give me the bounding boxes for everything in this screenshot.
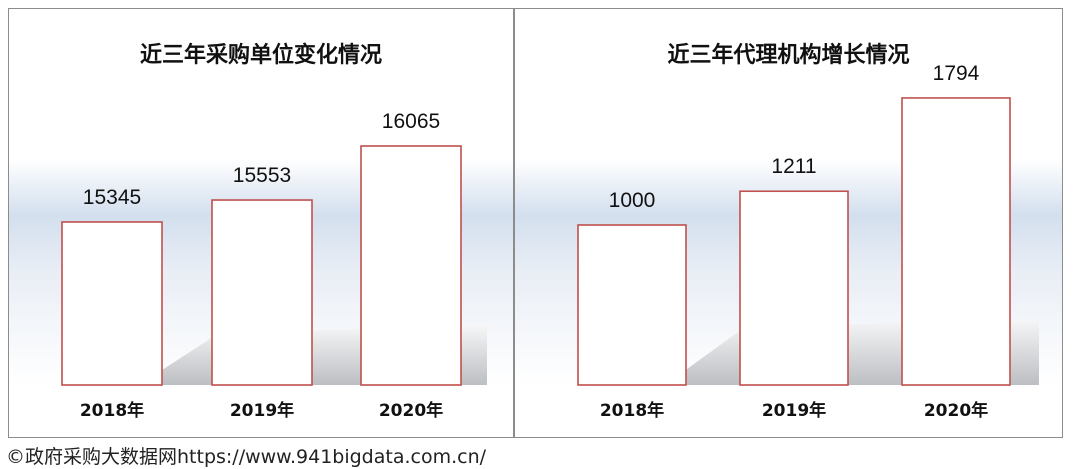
chart-panel-agencies: 近三年代理机构增长情况 1000 2018年 1211 2019年 1794 2020年 — [514, 8, 1063, 438]
bar-2019年 — [211, 199, 313, 386]
data-label: 15553 — [233, 164, 291, 187]
bar-2018年 — [577, 224, 687, 386]
chart-title: 近三年采购单位变化情况 — [139, 43, 382, 68]
data-label: 16065 — [382, 110, 440, 133]
x-tick-label: 2018年 — [80, 400, 144, 421]
bar-2019年 — [739, 190, 849, 386]
data-label: 15345 — [83, 186, 141, 209]
x-tick-label: 2020年 — [379, 400, 443, 421]
x-tick-label: 2019年 — [762, 400, 826, 421]
chart-title: 近三年代理机构增长情况 — [667, 43, 910, 68]
data-label: 1211 — [771, 155, 816, 178]
bar-2018年 — [61, 221, 163, 386]
bar-2020年 — [360, 145, 462, 386]
x-tick-label: 2019年 — [230, 400, 294, 421]
chart-plot-procurement-units: 15345 2018年 15553 2019年 16065 2020年 — [9, 110, 513, 421]
x-tick-label: 2018年 — [600, 400, 664, 421]
bar-2020年 — [901, 97, 1011, 386]
data-label: 1000 — [609, 189, 656, 212]
chart-plot-agencies: 1000 2018年 1211 2019年 1794 2020年 — [515, 62, 1062, 421]
data-label: 1794 — [933, 62, 980, 85]
x-tick-label: 2020年 — [924, 400, 988, 421]
source-watermark: ©政府采购大数据网https://www.941bigdata.com.cn/ — [6, 446, 487, 468]
chart-panel-procurement-units: 近三年采购单位变化情况 15345 2018年 15553 2019年 16065 202… — [8, 8, 514, 438]
